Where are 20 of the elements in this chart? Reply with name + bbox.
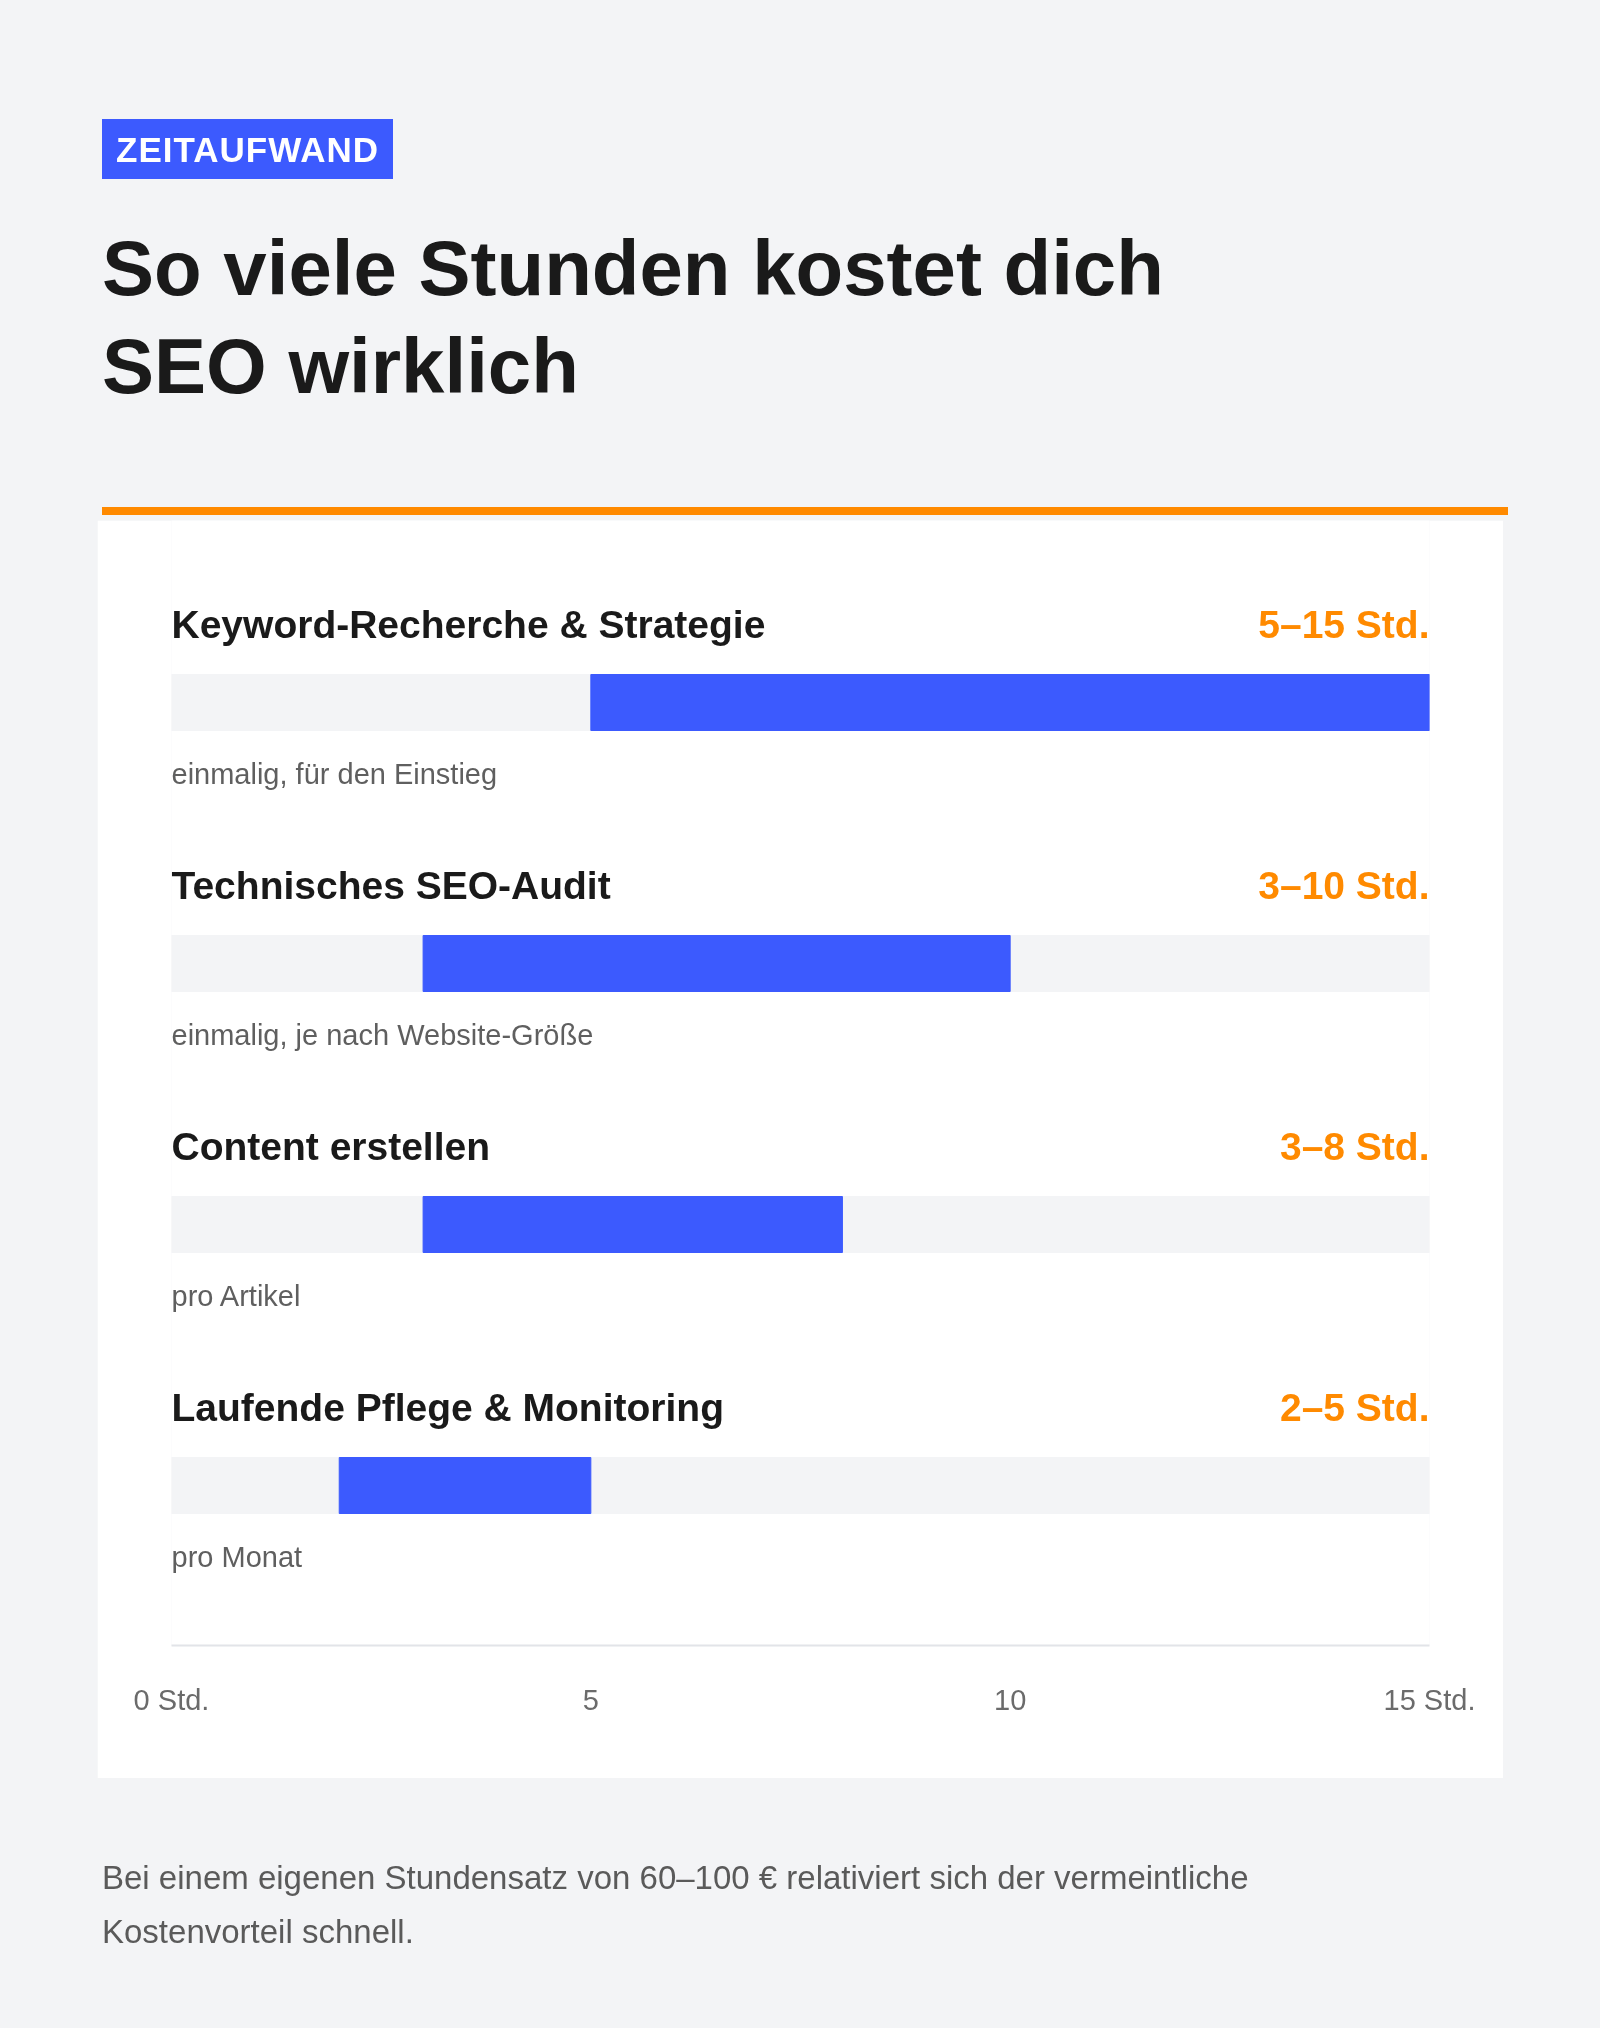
- annotation: pro Artikel: [171, 1279, 301, 1312]
- data-label: 2–5 Std.: [1279, 1386, 1430, 1429]
- x-tick-label: 15 Std.: [1383, 1683, 1476, 1716]
- x-tick-label: 10: [994, 1683, 1027, 1716]
- data-label: 3–10 Std.: [1258, 864, 1430, 907]
- annotation: einmalig, für den Einstieg: [171, 757, 498, 790]
- text: Bei einem eigenen Stundensatz von 60–100 € relativiert sich der vermeintliche Kostenvorteil schnell.: [102, 1858, 1250, 1952]
- bar: [338, 1457, 592, 1514]
- chart-title: So viele Stunden kostet dich SEO wirklich: [102, 223, 1165, 412]
- y-tick-label: Content erstellen: [171, 1125, 491, 1168]
- x-tick-label: 0 Std.: [133, 1683, 210, 1716]
- data-label: 3–8 Std.: [1279, 1125, 1430, 1168]
- annotation: pro Monat: [171, 1540, 303, 1573]
- data-label: 5–15 Std.: [1258, 603, 1430, 646]
- y-tick-label: Technisches SEO-Audit: [171, 864, 611, 907]
- x-tick-label: 5: [582, 1683, 599, 1716]
- chart-subtitle: ZEITAUFWAND: [102, 119, 394, 179]
- y-tick-label: Keyword-Recherche & Strategie: [171, 603, 766, 646]
- annotation: einmalig, je nach Website-Größe: [171, 1018, 594, 1051]
- y-tick-label: Laufende Pflege & Monitoring: [171, 1386, 724, 1429]
